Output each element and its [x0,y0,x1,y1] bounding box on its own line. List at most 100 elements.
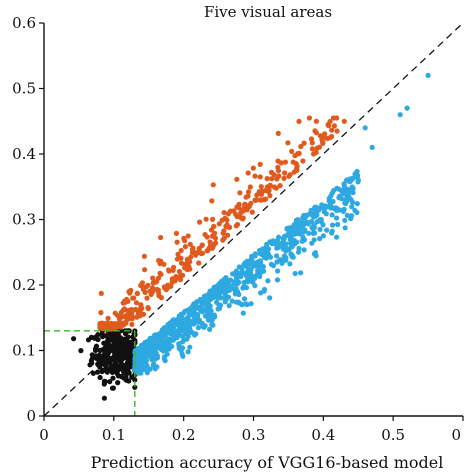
data-point-blue [214,294,220,301]
x-tick-label: 0.5 [381,426,405,444]
data-point-orange [216,221,222,227]
data-point-black [112,366,118,372]
data-point-blue [176,342,182,348]
data-point-blue [267,254,274,260]
data-point-blue [350,199,356,205]
data-point-black [97,374,103,381]
data-point-blue [255,270,261,276]
data-point-blue [330,222,336,228]
data-point-blue [170,317,176,324]
data-point-black [105,344,111,350]
data-point-black [112,332,118,338]
data-point-orange [204,234,210,240]
data-point-blue [147,366,153,372]
data-point-orange [123,313,129,319]
data-point-orange [220,230,226,236]
data-point-black [97,347,103,354]
data-point-blue [299,219,305,225]
data-point-blue [191,320,198,326]
data-point-orange [306,115,312,121]
data-point-orange [245,170,251,176]
data-point-orange [104,321,110,327]
data-point-blue [174,328,180,334]
data-point-blue [347,187,353,193]
data-point-blue [265,278,271,284]
data-point-blue [324,227,330,233]
data-point-orange [173,230,180,236]
data-point-blue [314,212,320,218]
data-point-blue [320,233,326,239]
data-point-orange [158,295,164,301]
data-point-blue [229,298,235,304]
data-point-orange [227,208,234,214]
data-point-orange [269,176,275,182]
data-point-blue [334,234,340,240]
data-point-orange [210,216,216,222]
data-point-blue [298,270,304,276]
data-point-orange [220,237,226,243]
data-point-black [115,357,121,363]
data-point-orange [311,151,317,157]
data-point-black [89,356,95,362]
data-point-orange [165,282,171,288]
data-point-orange [268,169,275,175]
data-point-blue [281,253,288,259]
data-point-orange [170,278,176,284]
data-point-blue [184,308,190,314]
y-tick-label: 0.2 [12,276,36,294]
data-point-black [110,375,116,381]
data-point-blue [315,205,321,211]
data-point-blue [246,261,252,267]
data-point-black [71,336,77,342]
data-point-blue [211,291,217,297]
data-point-blue [287,261,293,267]
data-point-blue [137,360,143,366]
data-point-orange [188,254,194,260]
data-point-blue [336,193,343,199]
data-point-blue [303,212,310,219]
data-point-blue [334,185,340,191]
data-point-black [132,377,138,383]
data-point-orange [196,260,202,266]
data-point-blue [290,239,296,245]
data-point-orange [166,268,172,274]
data-point-blue [296,245,302,252]
data-point-orange [134,290,140,296]
y-tick-label: 0.4 [12,145,36,163]
data-point-blue [162,327,168,333]
y-tick-label: 0.1 [12,342,36,360]
data-point-orange [285,140,291,146]
data-point-blue [288,244,294,250]
data-point-orange [224,217,230,223]
data-point-blue [300,238,306,244]
data-point-orange [207,239,213,245]
data-point-orange [186,263,192,269]
data-point-blue [308,207,314,213]
data-point-orange [275,164,281,170]
data-point-blue [233,299,240,305]
data-point-blue [233,285,239,291]
data-point-blue [215,306,221,312]
data-point-orange [185,233,191,239]
data-point-orange [294,166,300,172]
data-point-orange [156,290,162,296]
data-point-blue [236,291,242,298]
data-point-black [94,354,100,361]
data-point-blue [319,204,326,210]
data-point-orange [190,245,196,251]
data-point-orange [309,146,315,152]
data-point-blue [354,168,360,175]
data-point-blue [221,276,227,282]
data-point-orange [139,280,145,286]
data-point-black [126,378,132,384]
data-point-blue [283,248,289,254]
data-point-orange [244,203,250,209]
data-point-orange [252,173,258,179]
data-point-black [92,334,98,340]
data-point-blue [147,344,153,350]
data-point-blue [154,364,160,370]
data-point-blue [309,240,315,246]
x-ticks: 0 0.1 0.2 0.3 0.4 0.5 0 [39,416,464,444]
data-point-orange [292,153,298,159]
data-point-blue [340,187,346,194]
